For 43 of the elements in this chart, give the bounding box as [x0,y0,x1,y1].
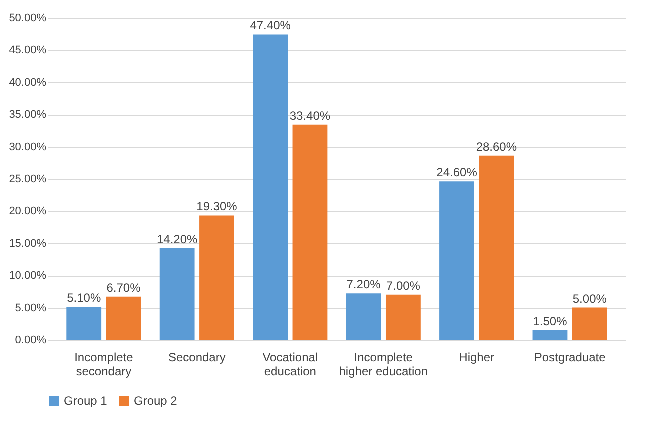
y-tick-label: 50.00% [9,12,47,24]
x-tick-label: Incomplete secondary [74,350,134,378]
y-tick-label: 35.00% [9,109,47,122]
data-label: 5.10% [67,291,102,306]
x-tick-label: Incomplete higher education [339,350,428,378]
data-label: 33.40% [290,108,331,123]
y-tick-label: 30.00% [9,141,47,154]
data-label: 1.50% [533,314,568,328]
data-label: 24.60% [436,166,478,180]
bar [160,248,195,340]
y-tick-label: 25.00% [9,174,47,186]
bar [253,34,288,340]
x-tick-label: Higher [459,350,495,364]
y-tick-label: 40.00% [9,76,47,89]
bar [346,294,382,340]
data-label: 19.30% [196,200,238,214]
data-label: 7.20% [346,278,382,292]
y-tick-label: 10.00% [9,270,47,282]
bar [532,330,568,340]
bar [479,156,514,340]
bar [200,216,234,340]
y-tick-label: 15.00% [9,238,47,250]
bar [386,294,421,340]
data-label: 6.70% [106,280,142,295]
data-label: 28.60% [476,140,518,154]
x-tick-label: Secondary [168,350,226,364]
data-label: 5.00% [572,292,608,306]
y-tick-label: 0.00% [15,334,47,346]
bar [106,296,142,340]
legend-label: Group 1 [64,394,108,408]
bar [572,308,608,340]
legend-label: Group 2 [134,394,178,408]
bar [440,182,474,340]
data-label: 7.00% [386,278,421,293]
bar [292,124,328,340]
x-tick-label: Postgraduate [534,350,606,364]
data-label: 47.40% [250,18,292,33]
y-tick-label: 20.00% [9,206,47,218]
x-tick-label: Vocational education [262,350,318,378]
y-tick-label: 5.00% [15,302,47,314]
bar [66,307,102,340]
y-tick-label: 45.00% [9,44,47,57]
data-label: 14.20% [156,232,198,247]
